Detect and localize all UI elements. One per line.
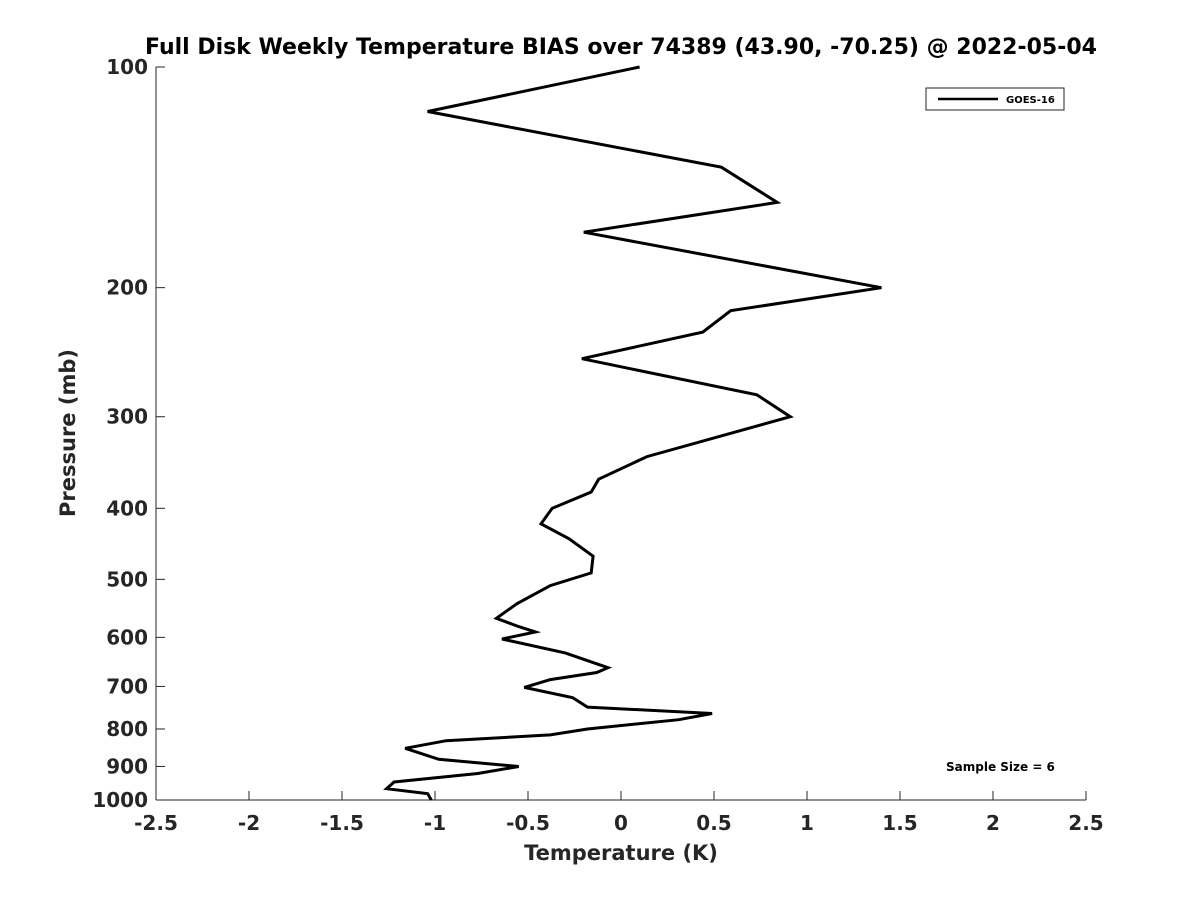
chart-title: Full Disk Weekly Temperature BIAS over 7… bbox=[145, 35, 1097, 60]
legend-entry-goes-16: GOES-16 bbox=[1006, 95, 1055, 106]
x-tick-label: 2 bbox=[986, 811, 1000, 835]
y-tick-label: 500 bbox=[106, 567, 148, 591]
x-axis-ticks: -2.5 -2 -1.5 -1 -0.5 0 0.5 1 1.5 2 2.5 bbox=[134, 791, 1104, 835]
legend: GOES-16 bbox=[925, 87, 1065, 111]
y-tick-label: 600 bbox=[106, 625, 148, 649]
x-tick-label: 1 bbox=[800, 811, 814, 835]
x-tick-label: -2 bbox=[238, 811, 260, 835]
plot-axes bbox=[155, 67, 1086, 801]
sample-size-annotation: Sample Size = 6 bbox=[946, 760, 1055, 774]
series-line-goes-16 bbox=[383, 65, 882, 801]
x-tick-label: -0.5 bbox=[506, 811, 550, 835]
y-tick-label: 100 bbox=[106, 55, 148, 79]
y-tick-label: 700 bbox=[106, 674, 148, 698]
series-lines bbox=[383, 65, 882, 801]
x-tick-label: 2.5 bbox=[1068, 811, 1103, 835]
y-tick-label: 200 bbox=[106, 276, 148, 300]
x-tick-label: 0 bbox=[614, 811, 628, 835]
y-tick-label: 1000 bbox=[92, 788, 148, 812]
x-tick-label: 1.5 bbox=[882, 811, 917, 835]
y-axis-label: Pressure (mb) bbox=[56, 349, 80, 517]
x-tick-label: 0.5 bbox=[696, 811, 731, 835]
y-tick-label: 400 bbox=[106, 496, 148, 520]
y-axis-ticks: 100 200 300 400 500 600 700 800 900 1000 bbox=[92, 55, 165, 812]
x-axis-label: Temperature (K) bbox=[524, 841, 718, 865]
y-tick-label: 300 bbox=[106, 405, 148, 429]
y-tick-label: 900 bbox=[106, 754, 148, 778]
x-tick-label: -1.5 bbox=[320, 811, 364, 835]
y-tick-label: 800 bbox=[106, 717, 148, 741]
x-tick-label: -1 bbox=[424, 811, 446, 835]
x-tick-label: -2.5 bbox=[134, 811, 178, 835]
